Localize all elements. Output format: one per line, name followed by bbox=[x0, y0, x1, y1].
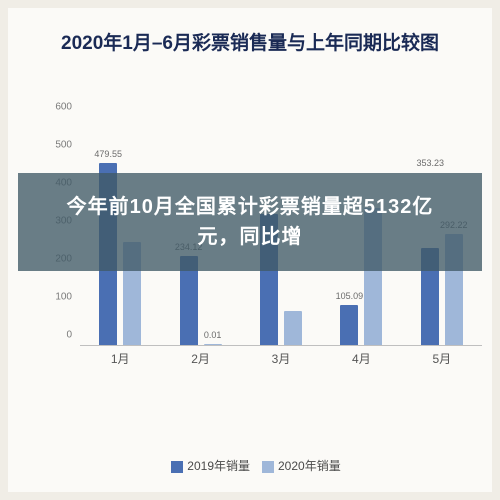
chart-title: 2020年1月–6月彩票销售量与上年同期比较图 bbox=[8, 28, 492, 55]
y-tick: 100 bbox=[55, 292, 72, 303]
y-tick: 0 bbox=[66, 330, 72, 341]
figure-frame: 2020年1月–6月彩票销售量与上年同期比较图 0100200300400500… bbox=[8, 8, 492, 492]
bar-2020: 0.01 bbox=[204, 344, 222, 345]
value-label: 0.01 bbox=[204, 330, 222, 340]
x-tick-label: 4月 bbox=[331, 350, 391, 367]
legend-swatch bbox=[171, 461, 183, 473]
value-label-extra: 353.23 bbox=[416, 158, 444, 168]
y-tick: 500 bbox=[55, 140, 72, 151]
x-tick-label: 1月 bbox=[90, 350, 150, 367]
value-label: 479.55 bbox=[94, 149, 122, 159]
x-tick-label: 2月 bbox=[171, 350, 231, 367]
bar-2020 bbox=[284, 311, 302, 345]
legend-label: 2020年销量 bbox=[278, 459, 341, 473]
value-label: 105.09 bbox=[336, 291, 364, 301]
x-tick-label: 3月 bbox=[251, 350, 311, 367]
legend-label: 2019年销量 bbox=[187, 459, 250, 473]
legend-swatch bbox=[262, 461, 274, 473]
y-tick: 600 bbox=[55, 102, 72, 113]
overlay-headline: 今年前10月全国累计彩票销量超5132亿元，同比增 bbox=[18, 173, 482, 271]
bar-2019: 105.09 bbox=[340, 305, 358, 345]
x-tick-label: 5月 bbox=[412, 350, 472, 367]
legend: 2019年销量 2020年销量 bbox=[8, 457, 492, 474]
